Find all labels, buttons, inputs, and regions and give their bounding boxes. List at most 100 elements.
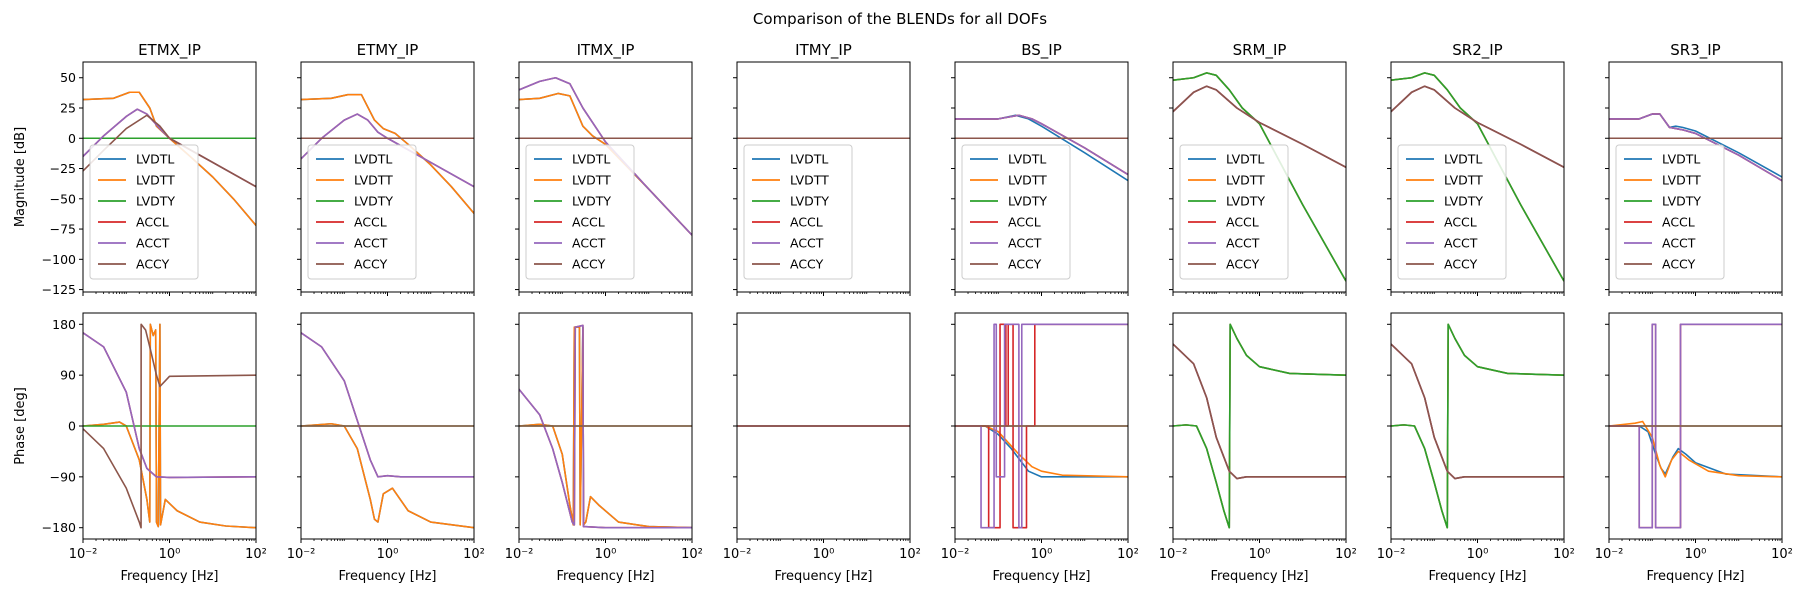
x-tick-label: 10⁻² <box>941 547 970 562</box>
x-tick-label: 10² <box>1771 547 1793 562</box>
panel-title: ETMY_IP <box>357 41 419 60</box>
legend-label: LVDTL <box>1226 152 1264 167</box>
phase-lines <box>955 323 1128 529</box>
panel-etmx-ip: ETMX_IP 50 25 0 −25 −50 −75 −100 −125 Magnitude [… <box>13 41 267 584</box>
legend-label: ACCT <box>1662 236 1696 251</box>
y-tick-label: 0 <box>68 131 76 146</box>
series-line-acct <box>955 114 1128 176</box>
subplot-grid: ETMX_IP 50 25 0 −25 −50 −75 −100 −125 Magnitude [… <box>13 41 1793 584</box>
legend-frame <box>743 144 853 280</box>
series-line-accy <box>1391 85 1564 169</box>
legend: LVDTL LVDTT LVDTY ACCL ACCT ACCY <box>961 144 1071 280</box>
x-tick-label: 10² <box>681 547 703 562</box>
panel-title: ETMX_IP <box>138 41 201 60</box>
legend-label: ACCT <box>354 236 388 251</box>
x-tick-label: 10⁰ <box>1467 547 1489 562</box>
legend-label: ACCY <box>1008 257 1042 272</box>
series-line-lvdtt <box>955 425 1128 478</box>
x-tick-label: 10² <box>899 547 921 562</box>
series-line-acct <box>955 323 1128 529</box>
x-axis-label: Frequency [Hz] <box>992 569 1090 584</box>
legend-label: LVDTY <box>1226 194 1265 209</box>
phase-lines <box>519 324 692 529</box>
series-line-lvdtt <box>83 91 256 226</box>
x-axis-label: Frequency [Hz] <box>1646 569 1744 584</box>
legend-label: ACCL <box>1444 215 1477 230</box>
legend-frame <box>525 144 635 280</box>
legend-label: LVDTT <box>354 173 393 188</box>
figure-title: Comparison of the BLENDs for all DOFs <box>753 10 1047 28</box>
legend-label: ACCL <box>1008 215 1041 230</box>
series-line-lvdtt <box>301 93 474 214</box>
legend: LVDTL LVDTT LVDTY ACCL ACCT ACCY <box>1615 144 1725 280</box>
x-tick-label: 10⁻² <box>1377 547 1406 562</box>
legend-label: LVDTT <box>790 173 829 188</box>
magnitude-axes: LVDTL LVDTT LVDTY ACCL ACCT ACCY <box>1169 61 1347 296</box>
phase-axes: 10⁻² 10⁰ 10² Frequency [Hz] <box>723 312 921 584</box>
x-axis-label: Frequency [Hz] <box>1428 569 1526 584</box>
legend-label: LVDTT <box>136 173 175 188</box>
y-tick-label: 50 <box>60 70 76 85</box>
series-line-accy <box>1173 343 1346 480</box>
x-axis-label: Frequency [Hz] <box>120 569 218 584</box>
magnitude-axes: LVDTL LVDTT LVDTY ACCL ACCT ACCY <box>1605 61 1783 296</box>
legend-label: ACCY <box>572 257 606 272</box>
legend: LVDTL LVDTT LVDTY ACCL ACCT ACCY <box>89 144 199 280</box>
x-tick-label: 10² <box>1117 547 1139 562</box>
legend-label: LVDTT <box>1226 173 1265 188</box>
x-tick-label: 10² <box>245 547 267 562</box>
magnitude-axes: 50 25 0 −25 −50 −75 −100 −125 Magnitude [dB] LVDT… <box>13 61 257 297</box>
y-tick-label: −50 <box>50 191 76 206</box>
y-tick-label: −180 <box>42 520 76 535</box>
y-tick-label: −90 <box>50 469 76 484</box>
legend-frame <box>961 144 1071 280</box>
panel-srm-ip: SRM_IP LVDTL LVDTT LVDTY ACCL ACCT ACCY 10⁻² 10⁰… <box>1159 41 1357 584</box>
series-line-accy <box>1173 85 1346 169</box>
legend-label: LVDTY <box>1662 194 1701 209</box>
phase-axes: 10⁻² 10⁰ 10² Frequency [Hz] <box>505 312 703 584</box>
series-line-lvdtt <box>519 326 692 529</box>
magnitude-lines <box>1609 113 1782 182</box>
legend-label: ACCY <box>136 257 170 272</box>
series-line-lvdtt <box>1609 420 1782 478</box>
phase-axes: 10⁻² 10⁰ 10² Frequency [Hz] <box>1377 312 1575 584</box>
phase-axes: 10⁻² 10⁰ 10² Frequency [Hz] <box>287 312 485 584</box>
magnitude-lines <box>301 93 474 214</box>
legend-label: LVDTT <box>1008 173 1047 188</box>
legend-label: LVDTL <box>790 152 828 167</box>
legend-label: LVDTL <box>1008 152 1046 167</box>
panel-title: SRM_IP <box>1233 41 1287 60</box>
legend: LVDTL LVDTT LVDTY ACCL ACCT ACCY <box>307 144 417 280</box>
x-axis-label: Frequency [Hz] <box>1210 569 1308 584</box>
panel-title: ITMX_IP <box>577 41 635 60</box>
magnitude-axes: LVDTL LVDTT LVDTY ACCL ACCT ACCY <box>515 61 693 296</box>
legend-label: ACCL <box>1662 215 1695 230</box>
x-tick-label: 10⁰ <box>159 547 181 562</box>
y-tick-label: 25 <box>60 101 76 116</box>
x-tick-label: 10⁰ <box>595 547 617 562</box>
legend-label: ACCT <box>136 236 170 251</box>
legend-label: LVDTT <box>1444 173 1483 188</box>
legend-label: ACCL <box>790 215 823 230</box>
panel-title: SR2_IP <box>1452 41 1502 60</box>
legend-label: LVDTL <box>1444 152 1482 167</box>
x-tick-label: 10⁰ <box>813 547 835 562</box>
x-tick-label: 10² <box>1553 547 1575 562</box>
phase-axes: 10⁻² 10⁰ 10² Frequency [Hz] <box>1159 312 1357 584</box>
x-axis-label: Frequency [Hz] <box>774 569 872 584</box>
legend-label: ACCL <box>1226 215 1259 230</box>
x-tick-label: 10⁻² <box>287 547 316 562</box>
x-tick-label: 10⁰ <box>1031 547 1053 562</box>
y-axis-label: Phase [deg] <box>13 387 28 465</box>
y-tick-label: −125 <box>42 282 76 297</box>
panel-sr2-ip: SR2_IP LVDTL LVDTT LVDTY ACCL ACCT ACCY 10⁻² 10⁰… <box>1377 41 1575 584</box>
panel-title: BS_IP <box>1021 41 1062 60</box>
legend-label: ACCY <box>1662 257 1696 272</box>
y-tick-label: −75 <box>50 222 76 237</box>
x-tick-label: 10⁻² <box>723 547 752 562</box>
phase-axes: 10⁻² 10⁰ 10² Frequency [Hz] <box>941 312 1139 584</box>
magnitude-lines <box>955 114 1128 182</box>
legend-label: ACCT <box>1008 236 1042 251</box>
phase-lines <box>83 323 256 529</box>
